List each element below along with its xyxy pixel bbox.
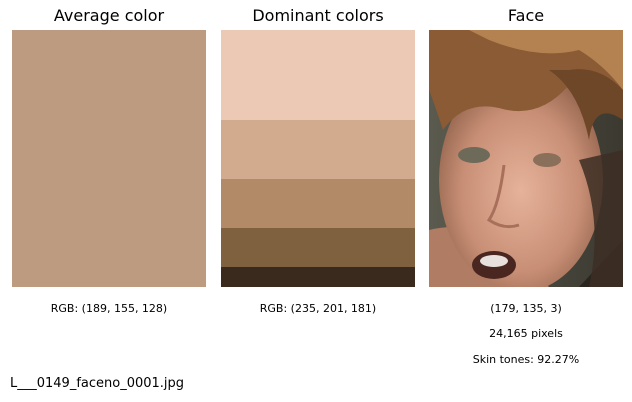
dominant-color-stripe — [221, 120, 415, 179]
dominant-color-stripe — [221, 30, 415, 120]
dominant-color-stripe — [221, 179, 415, 228]
dominant-color-stripe — [221, 267, 415, 287]
dominant-colors-rgb: RGB: (235, 201, 181) — [259, 302, 377, 315]
dominant-color-stripe — [221, 228, 415, 267]
face-photo-icon — [429, 30, 623, 287]
dominant-colors-title: Dominant colors — [252, 6, 384, 25]
average-color-rgb: RGB: (189, 155, 128) — [50, 302, 168, 315]
face-skin-tones: Skin tones: 92.27% — [472, 353, 580, 366]
average-color-swatch — [12, 30, 206, 287]
image-filename: L___0149_faceno_0001.jpg — [10, 376, 185, 391]
dominant-colors-stack — [221, 30, 415, 287]
face-title: Face — [507, 6, 545, 25]
face-rgb: (179, 135, 3) — [490, 302, 562, 315]
face-pixel-count: 24,165 pixels — [489, 327, 563, 340]
average-color-title: Average color — [53, 6, 165, 25]
face-image — [429, 30, 623, 287]
